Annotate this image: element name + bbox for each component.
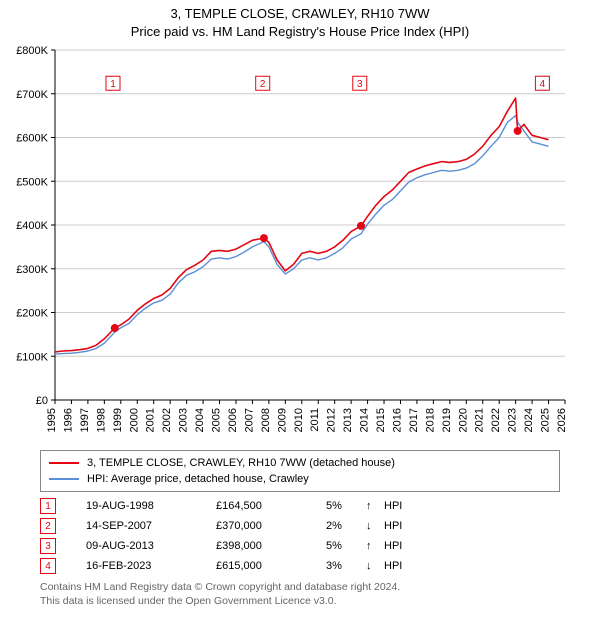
svg-text:2003: 2003 [178,408,190,432]
chart-container: 3, TEMPLE CLOSE, CRAWLEY, RH10 7WW Price… [0,0,600,620]
svg-text:£0: £0 [36,395,48,407]
legend: 3, TEMPLE CLOSE, CRAWLEY, RH10 7WW (deta… [40,450,560,492]
arrow-icon: ↑ [366,540,384,552]
svg-text:2012: 2012 [326,408,338,432]
legend-label: HPI: Average price, detached house, Craw… [87,473,309,485]
svg-text:£200K: £200K [16,308,48,320]
arrow-icon: ↑ [366,500,384,512]
event-row: 3 09-AUG-2013£398,0005%↑HPI [40,536,560,556]
svg-text:2010: 2010 [293,408,305,432]
svg-text:£800K: £800K [16,45,48,57]
event-price: £370,000 [216,520,326,532]
svg-text:2005: 2005 [211,408,223,432]
legend-swatch [49,462,79,464]
svg-text:£600K: £600K [16,133,48,145]
event-price: £398,000 [216,540,326,552]
svg-text:2011: 2011 [309,408,321,432]
svg-text:2014: 2014 [359,408,371,432]
svg-text:£300K: £300K [16,264,48,276]
svg-text:2006: 2006 [227,408,239,432]
event-number-box: 4 [40,558,56,574]
event-pct: 5% [326,500,366,512]
svg-text:2004: 2004 [194,408,206,432]
svg-text:2015: 2015 [375,408,387,432]
svg-text:2021: 2021 [474,408,486,432]
svg-text:£500K: £500K [16,176,48,188]
svg-text:1998: 1998 [95,408,107,432]
svg-text:2016: 2016 [391,408,403,432]
svg-text:2002: 2002 [161,408,173,432]
event-date: 14-SEP-2007 [86,520,216,532]
event-price: £615,000 [216,560,326,572]
svg-text:2001: 2001 [145,408,157,432]
svg-text:2: 2 [260,79,266,90]
event-pct: 3% [326,560,366,572]
svg-text:2017: 2017 [408,408,420,432]
svg-text:2026: 2026 [556,408,568,432]
event-number: 4 [45,561,51,572]
svg-text:2000: 2000 [128,408,140,432]
legend-label: 3, TEMPLE CLOSE, CRAWLEY, RH10 7WW (deta… [87,457,395,469]
event-number-box: 3 [40,538,56,554]
event-note: HPI [384,500,402,512]
event-number: 1 [45,501,51,512]
svg-text:2008: 2008 [260,408,272,432]
footer-line: This data is licensed under the Open Gov… [40,594,400,608]
event-row: 2 14-SEP-2007£370,0002%↓HPI [40,516,560,536]
event-number-box: 2 [40,518,56,534]
event-number-box: 1 [40,498,56,514]
event-row: 1 19-AUG-1998£164,5005%↑HPI [40,496,560,516]
svg-text:2019: 2019 [441,408,453,432]
svg-text:2018: 2018 [424,408,436,432]
legend-item: HPI: Average price, detached house, Craw… [49,471,551,487]
event-price: £164,500 [216,500,326,512]
svg-text:4: 4 [540,79,546,90]
svg-text:£400K: £400K [16,220,48,232]
event-note: HPI [384,540,402,552]
event-number: 3 [45,541,51,552]
svg-text:2013: 2013 [342,408,354,432]
svg-text:2022: 2022 [490,408,502,432]
svg-text:1997: 1997 [79,408,91,432]
footer-line: Contains HM Land Registry data © Crown c… [40,580,400,594]
legend-item: 3, TEMPLE CLOSE, CRAWLEY, RH10 7WW (deta… [49,455,551,471]
event-date: 16-FEB-2023 [86,560,216,572]
event-pct: 5% [326,540,366,552]
event-date: 09-AUG-2013 [86,540,216,552]
event-note: HPI [384,520,402,532]
event-number: 2 [45,521,51,532]
svg-text:2023: 2023 [507,408,519,432]
svg-text:1996: 1996 [62,408,74,432]
svg-text:£100K: £100K [16,351,48,363]
event-pct: 2% [326,520,366,532]
event-row: 4 16-FEB-2023£615,0003%↓HPI [40,556,560,576]
footer: Contains HM Land Registry data © Crown c… [40,580,400,608]
arrow-icon: ↓ [366,520,384,532]
svg-text:2025: 2025 [540,408,552,432]
legend-swatch [49,478,79,480]
price-chart: £0 £100K £200K £300K £400K £500K £600K £700K £80… [0,0,600,445]
svg-text:3: 3 [357,79,363,90]
svg-text:2007: 2007 [243,408,255,432]
event-note: HPI [384,560,402,572]
svg-text:1999: 1999 [112,408,124,432]
svg-text:1995: 1995 [46,408,58,432]
svg-text:2024: 2024 [523,408,535,432]
svg-text:1: 1 [110,79,116,90]
event-date: 19-AUG-1998 [86,500,216,512]
svg-text:2020: 2020 [457,408,469,432]
events-table: 119-AUG-1998£164,5005%↑HPI214-SEP-2007£3… [40,496,560,576]
svg-text:£700K: £700K [16,89,48,101]
svg-text:2009: 2009 [276,408,288,432]
arrow-icon: ↓ [366,560,384,572]
